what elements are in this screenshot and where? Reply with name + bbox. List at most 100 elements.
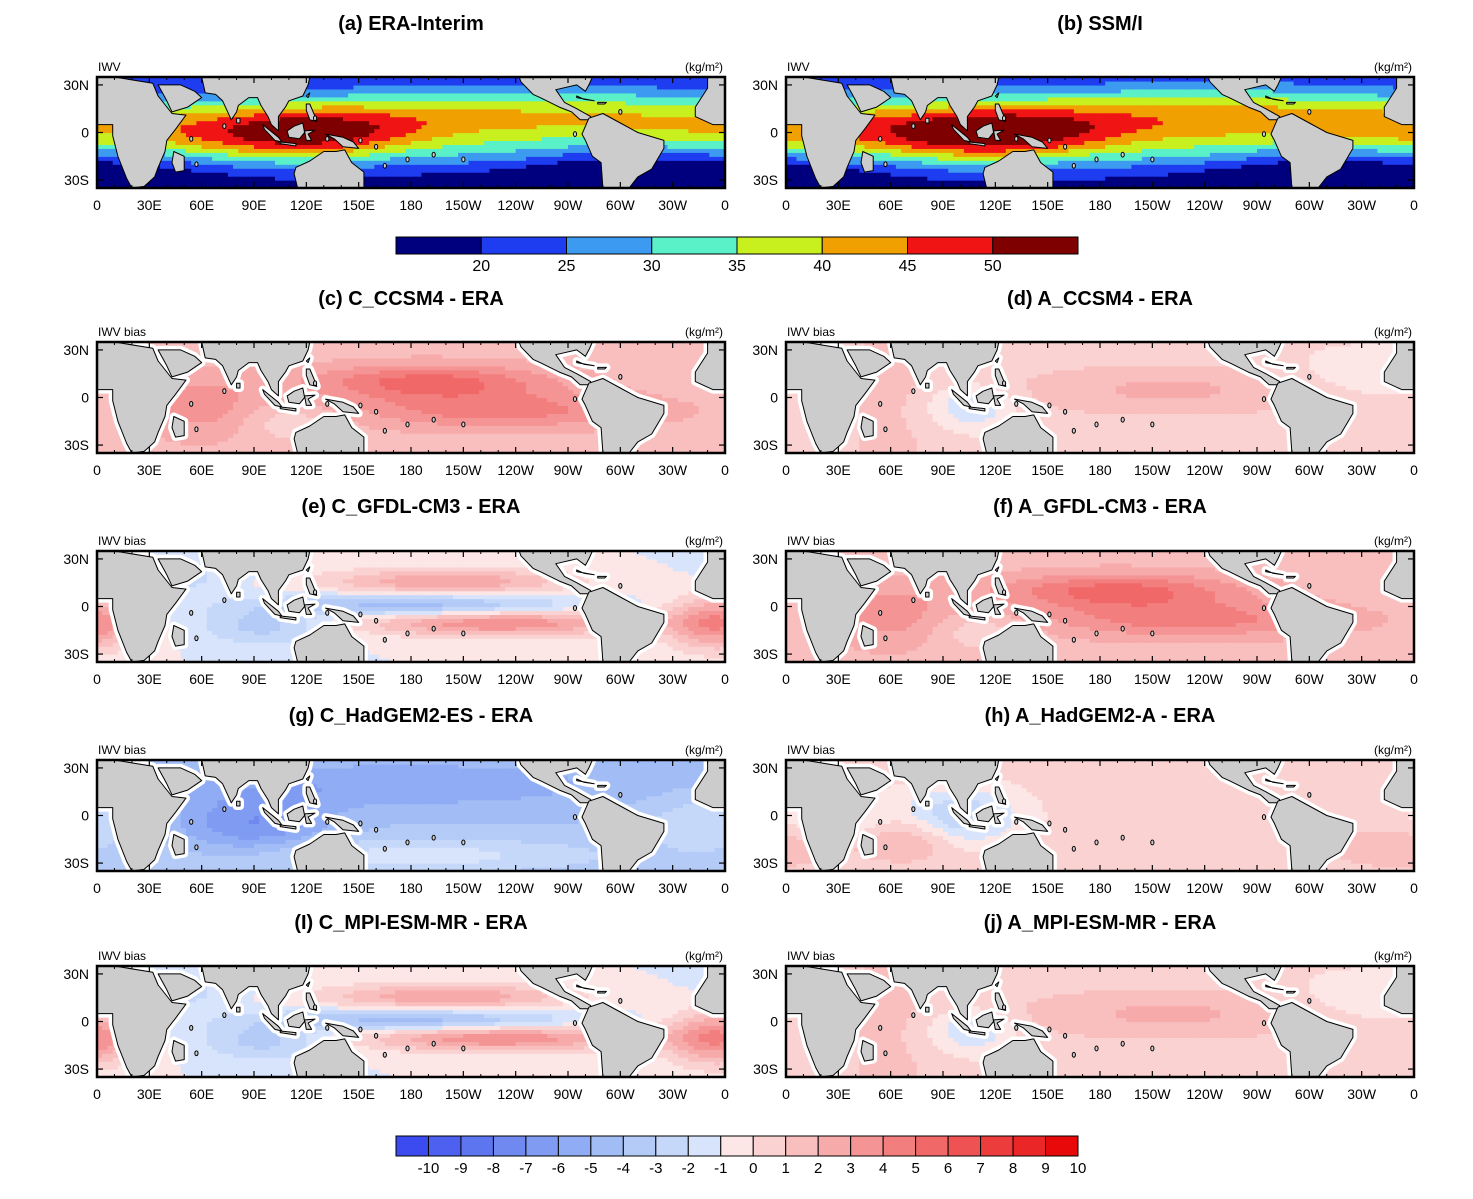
- units-label: (kg/m²): [685, 534, 723, 548]
- units-label: (kg/m²): [685, 325, 723, 339]
- colorbar-swatch: [817, 1135, 852, 1157]
- panel-title: (b) SSM/I: [1057, 13, 1143, 35]
- lon-tick-label: 30E: [826, 462, 851, 478]
- colorbar-swatch: [915, 1135, 949, 1157]
- colorbar-label: 6: [944, 1160, 952, 1177]
- lon-tick-label: 30W: [1347, 197, 1377, 213]
- lon-tick-label: 30E: [137, 880, 162, 896]
- lon-tick-label: 60E: [189, 197, 214, 213]
- lon-tick-label: 120E: [979, 1086, 1012, 1102]
- colorbar-label: -2: [682, 1160, 695, 1177]
- lon-tick-label: 90W: [554, 880, 584, 896]
- lon-tick-label: 120W: [1186, 197, 1223, 213]
- lon-tick-label: 150E: [1031, 197, 1064, 213]
- lon-tick-label: 60E: [878, 671, 903, 687]
- lon-tick-label: 150E: [1031, 880, 1064, 896]
- colorbar-swatch: [651, 236, 738, 255]
- lon-tick-label: 120E: [979, 671, 1012, 687]
- lon-tick-label: 120W: [1186, 1086, 1223, 1102]
- lon-tick-label: 0: [782, 462, 790, 478]
- units-label: (kg/m²): [685, 60, 723, 74]
- lon-tick-label: 120W: [497, 1086, 534, 1102]
- lon-tick-label: 60E: [189, 1086, 214, 1102]
- panel-e: (e) C_GFDL-CM3 - ERA IWV bias (kg/m²) 0 30E 6…: [63, 496, 729, 687]
- colorbar-swatch: [557, 1135, 592, 1157]
- lon-tick-label: 30W: [1347, 462, 1377, 478]
- lon-tick-label: 180: [399, 462, 423, 478]
- lat-tick-label: 30S: [753, 172, 778, 188]
- colorbar-swatch: [395, 1135, 429, 1157]
- colorbar-swatch: [882, 1135, 917, 1157]
- lon-tick-label: 90W: [1243, 197, 1273, 213]
- lat-tick-label: 30N: [752, 342, 778, 358]
- lat-tick-label: 30N: [752, 77, 778, 93]
- lon-tick-label: 90E: [242, 462, 267, 478]
- lat-tick-label: 0: [770, 808, 778, 824]
- colorbar-swatch: [655, 1135, 689, 1157]
- lon-tick-label: 30W: [658, 197, 688, 213]
- lon-tick-label: 30W: [1347, 671, 1377, 687]
- lat-tick-label: 0: [81, 599, 89, 615]
- lon-tick-label: 0: [1410, 462, 1418, 478]
- lon-tick-label: 90W: [554, 671, 584, 687]
- field-label: IWV bias: [787, 743, 835, 757]
- lat-tick-label: 30S: [64, 646, 89, 662]
- lon-tick-label: 120W: [497, 671, 534, 687]
- colorbar-swatch: [480, 236, 567, 255]
- panel-d: (d) A_CCSM4 - ERA IWV bias (kg/m²) 0 30E 60E 9…: [752, 288, 1418, 478]
- panel-c: (c) C_CCSM4 - ERA IWV bias (kg/m²) 0 30E 60E 9…: [63, 288, 729, 478]
- colorbar-label: -3: [649, 1160, 662, 1177]
- colorbar-label: 2: [814, 1160, 822, 1177]
- lat-tick-label: 30S: [64, 172, 89, 188]
- lon-tick-label: 150W: [445, 462, 482, 478]
- colorbar-label: 3: [846, 1160, 854, 1177]
- units-label: (kg/m²): [1374, 60, 1412, 74]
- lon-tick-label: 60W: [1295, 197, 1325, 213]
- land-mask: [97, 77, 725, 188]
- lon-tick-label: 90W: [554, 462, 584, 478]
- lon-tick-label: 0: [782, 1086, 790, 1102]
- lon-tick-label: 60W: [606, 880, 636, 896]
- lat-tick-label: 30S: [64, 1061, 89, 1077]
- lon-tick-label: 150W: [445, 671, 482, 687]
- colorbar-swatch: [525, 1135, 559, 1157]
- lon-tick-label: 150W: [1134, 1086, 1171, 1102]
- lon-tick-label: 150E: [1031, 462, 1064, 478]
- units-label: (kg/m²): [685, 949, 723, 963]
- panel-title: (c) C_CCSM4 - ERA: [318, 288, 504, 310]
- lon-tick-label: 150W: [445, 1086, 482, 1102]
- lon-tick-label: 120W: [1186, 880, 1223, 896]
- colorbar-label: -8: [487, 1160, 500, 1177]
- lon-tick-label: 30E: [137, 462, 162, 478]
- lon-tick-label: 150W: [1134, 462, 1171, 478]
- field-label: IWV: [787, 60, 810, 74]
- lon-tick-label: 120E: [290, 1086, 323, 1102]
- lon-tick-label: 90W: [554, 1086, 584, 1102]
- lon-tick-label: 0: [721, 197, 729, 213]
- lon-tick-label: 90E: [242, 880, 267, 896]
- panel-b: (b) SSM/I IWV (kg/m²) 0 30E 60E 90E 120E 150E 180…: [752, 13, 1418, 213]
- colorbar-swatch: [821, 236, 908, 255]
- lat-tick-label: 0: [81, 125, 89, 141]
- colorbar-label: 45: [899, 258, 917, 275]
- lon-tick-label: 30W: [658, 462, 688, 478]
- lon-tick-label: 90W: [1243, 1086, 1273, 1102]
- land-mask: [786, 77, 1414, 188]
- lon-tick-label: 30W: [1347, 880, 1377, 896]
- lon-tick-label: 180: [1088, 880, 1112, 896]
- lon-tick-label: 90E: [242, 671, 267, 687]
- lon-tick-label: 90W: [1243, 462, 1273, 478]
- lon-tick-label: 30E: [826, 880, 851, 896]
- lat-tick-label: 30S: [64, 855, 89, 871]
- lon-tick-label: 0: [93, 462, 101, 478]
- colorbar-label: 35: [728, 258, 746, 275]
- lon-tick-label: 0: [721, 462, 729, 478]
- lon-tick-label: 0: [782, 197, 790, 213]
- lon-tick-label: 60W: [606, 671, 636, 687]
- lon-tick-label: 90E: [931, 462, 956, 478]
- field-label: IWV: [98, 60, 121, 74]
- colorbar-swatch: [785, 1135, 819, 1157]
